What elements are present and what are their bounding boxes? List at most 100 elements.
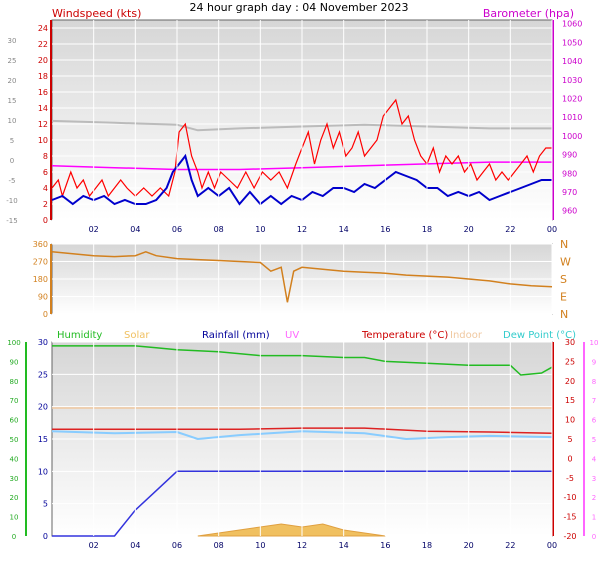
wind-tick-label: 20 <box>38 56 48 65</box>
humidity-tick-label: 100 <box>7 339 20 347</box>
secondary-tick-label: 30 <box>8 37 17 45</box>
secondary-tick-label: -15 <box>6 217 17 225</box>
x-tick-label: 08 <box>214 541 224 550</box>
secondary-tick-label: 5 <box>10 137 14 145</box>
x-tick-label: 02 <box>89 225 99 234</box>
wind-tick-label: 22 <box>38 40 48 49</box>
wind-tick-label: 0 <box>43 216 48 225</box>
x-tick-label: 16 <box>380 225 390 234</box>
secondary-tick-label: -5 <box>9 177 16 185</box>
temp-x-axis: 02 04 06 08 10 12 14 16 18 20 22 00 <box>89 342 557 550</box>
rain-tick-label: 30 <box>38 338 48 347</box>
compass-label: S <box>560 273 567 286</box>
temp-tick-label: 25 <box>565 357 575 366</box>
humidity-tick-label: 70 <box>10 397 19 405</box>
x-tick-label: 12 <box>297 541 307 550</box>
humidity-tick-label: 90 <box>10 358 19 366</box>
temp-tick-label: 0 <box>567 454 572 463</box>
x-tick-label: 00 <box>547 225 557 234</box>
uv-tick-label: 4 <box>592 455 597 463</box>
uv-tick-label: 1 <box>592 514 596 522</box>
wind-tick-label: 10 <box>38 136 48 145</box>
barometer-tick-label: 1050 <box>562 38 582 47</box>
rain-tick-label: 20 <box>38 403 48 412</box>
compass-label: N <box>560 238 568 251</box>
compass-label: N <box>560 308 568 321</box>
barometer-tick-label: 1040 <box>562 57 582 66</box>
x-tick-label: 10 <box>255 225 265 234</box>
temp-tick-label: 30 <box>565 338 575 347</box>
wind-tick-label: 4 <box>43 184 48 193</box>
barometer-tick-label: 970 <box>562 188 577 197</box>
wind-gust-line <box>51 98 552 199</box>
wind-avg-line <box>51 153 552 206</box>
temp-tick-label: -5 <box>566 474 574 483</box>
temp-tick-label: -15 <box>563 513 576 522</box>
temp-tick-label: 20 <box>565 377 575 386</box>
wind-tick-label: 6 <box>43 168 48 177</box>
uv-tick-label: 2 <box>592 494 596 502</box>
secondary-tick-label: 0 <box>10 157 14 165</box>
temp-tick-label: -20 <box>563 532 576 541</box>
rain-tick-label: 10 <box>38 467 48 476</box>
humidity-line <box>52 345 553 376</box>
compass-label: E <box>560 291 567 304</box>
x-tick-label: 12 <box>297 225 307 234</box>
uv-tick-label: 0 <box>592 533 596 541</box>
uv-tick-label: 6 <box>592 417 597 425</box>
temp-tick-label: -10 <box>563 493 576 502</box>
x-tick-label: 04 <box>130 541 140 550</box>
barometer-tick-label: 980 <box>562 169 577 178</box>
direction-tick-label: 360 <box>33 240 48 249</box>
humidity-tick-label: 30 <box>10 475 19 483</box>
legend-label: Solar <box>124 330 150 341</box>
secondary-tick-label: 10 <box>8 117 17 125</box>
legend-label: UV <box>285 330 299 341</box>
barometer-y-axis: 960 970 980 990 1000 1010 1020 1030 1040 1050 1060 <box>552 20 582 220</box>
wind-tick-label: 12 <box>38 120 48 129</box>
uv-tick-label: 9 <box>592 358 596 366</box>
uv-tick-label: 5 <box>592 436 596 444</box>
legend-label: Temperature (°C) <box>361 330 448 341</box>
barometer-tick-label: 1000 <box>562 132 582 141</box>
x-tick-label: 04 <box>130 225 140 234</box>
barometer-tick-label: 1060 <box>562 20 582 29</box>
wind-x-axis: 02 04 06 08 10 12 14 16 18 20 22 00 <box>89 20 557 234</box>
x-tick-label: 06 <box>172 225 182 234</box>
humidity-tick-label: 80 <box>10 378 19 386</box>
direction-line <box>51 250 553 303</box>
barometer-old-line <box>51 119 552 132</box>
wind-tick-label: 24 <box>38 24 48 33</box>
temp-tick-label: 10 <box>565 416 575 425</box>
secondary-tick-label: 20 <box>8 77 17 85</box>
x-tick-label: 18 <box>422 225 432 234</box>
x-tick-label: 06 <box>172 541 182 550</box>
barometer-tick-label: 990 <box>562 151 577 160</box>
rain-tick-label: 25 <box>38 370 48 379</box>
rain-tick-label: 5 <box>43 500 48 509</box>
wind-tick-label: 16 <box>38 88 48 97</box>
direction-y-axis: 0 90 180 270 360 <box>33 240 52 319</box>
x-tick-label: 22 <box>505 225 515 234</box>
direction-tick-label: 0 <box>43 310 48 319</box>
temp-tick-label: 15 <box>565 396 575 405</box>
x-tick-label: 20 <box>464 541 474 550</box>
rain-tick-label: 15 <box>38 435 48 444</box>
barometer-tick-label: 1030 <box>562 76 582 85</box>
x-tick-label: 00 <box>547 541 557 550</box>
x-tick-label: 20 <box>464 225 474 234</box>
direction-tick-label: 270 <box>33 258 48 267</box>
direction-tick-label: 90 <box>38 293 48 302</box>
x-tick-label: 16 <box>380 541 390 550</box>
rain-line <box>52 470 552 537</box>
secondary-tick-label: 25 <box>8 57 17 65</box>
wind-tick-label: 8 <box>43 152 48 161</box>
wind-axis-title: Windspeed (kts) <box>52 7 141 20</box>
secondary-tick-label: 15 <box>8 97 17 105</box>
page-title: 24 hour graph day : 04 November 2023 <box>189 1 408 14</box>
x-tick-label: 22 <box>505 541 515 550</box>
legend-label: Indoor <box>450 330 483 341</box>
